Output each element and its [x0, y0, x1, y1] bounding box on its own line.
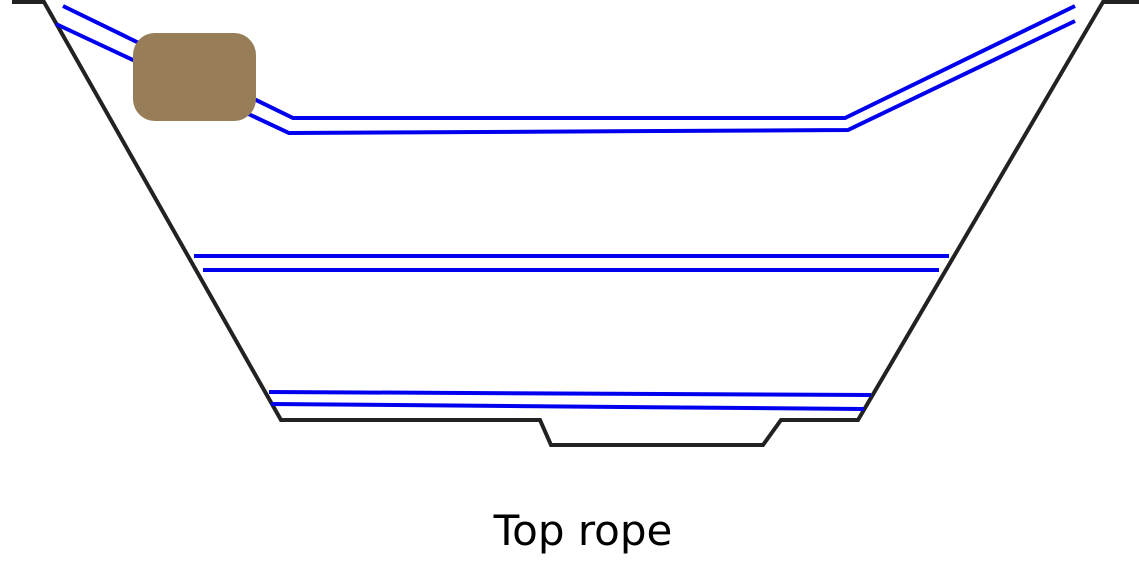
diagram-caption: Top rope [493, 506, 673, 555]
trough-outline [12, 0, 1139, 447]
bottom-rope-upper [268, 390, 872, 397]
boulder [133, 33, 256, 121]
bottom-rope-lower [270, 402, 865, 411]
